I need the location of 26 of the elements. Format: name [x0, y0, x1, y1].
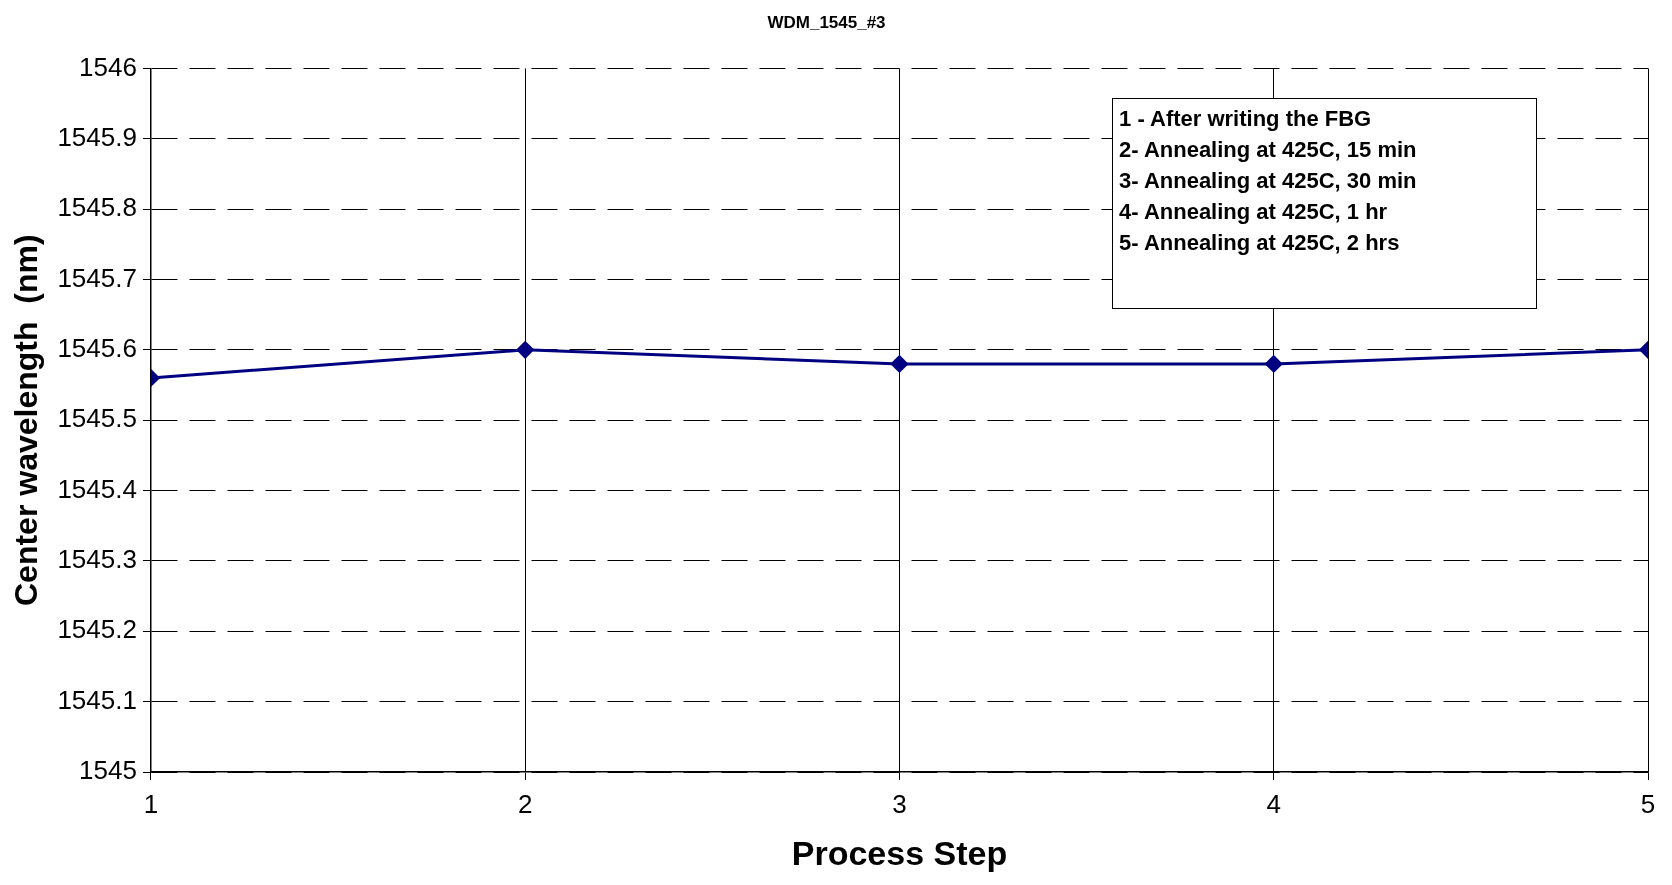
x-tick-label: 4 [1266, 788, 1281, 819]
y-tick-label: 1545.9 [57, 121, 137, 152]
x-tick-label: 5 [1640, 788, 1656, 819]
annotation: 3- Annealing at 425C, 30 min [1119, 167, 1418, 196]
y-tick-label: 1546 [79, 51, 137, 82]
y-tick-label: 1545.6 [57, 333, 137, 364]
annotation: 4- Annealing at 425C, 1 hr [1119, 198, 1389, 227]
y-tick-label: 1545.3 [57, 544, 137, 575]
annotation: 5- Annealing at 425C, 2 hrs [1119, 229, 1401, 258]
x-tick-label: 3 [892, 788, 907, 819]
annotation: 2- Annealing at 425C, 15 min [1119, 136, 1418, 165]
y-axis-title: Center wavelength (nm) [8, 234, 45, 606]
y-tick-label: 1545.1 [57, 684, 137, 715]
y-tick-label: 1545 [79, 755, 137, 786]
y-tick-label: 1545.2 [57, 614, 137, 645]
x-axis-title: Process Step [791, 833, 1008, 872]
x-tick-label: 1 [143, 788, 159, 819]
y-tick-label: 1545.8 [57, 192, 137, 223]
y-tick-label: 1545.5 [57, 403, 137, 434]
x-tick-label: 2 [517, 788, 533, 819]
y-tick-label: 1545.4 [57, 473, 137, 504]
point [890, 355, 908, 373]
annotation: 1 - After writing the FBG [1119, 105, 1373, 134]
chart-title: WDM_1545_#3 [767, 12, 886, 32]
point [516, 341, 534, 359]
y-tick-label: 1545.7 [57, 262, 137, 293]
